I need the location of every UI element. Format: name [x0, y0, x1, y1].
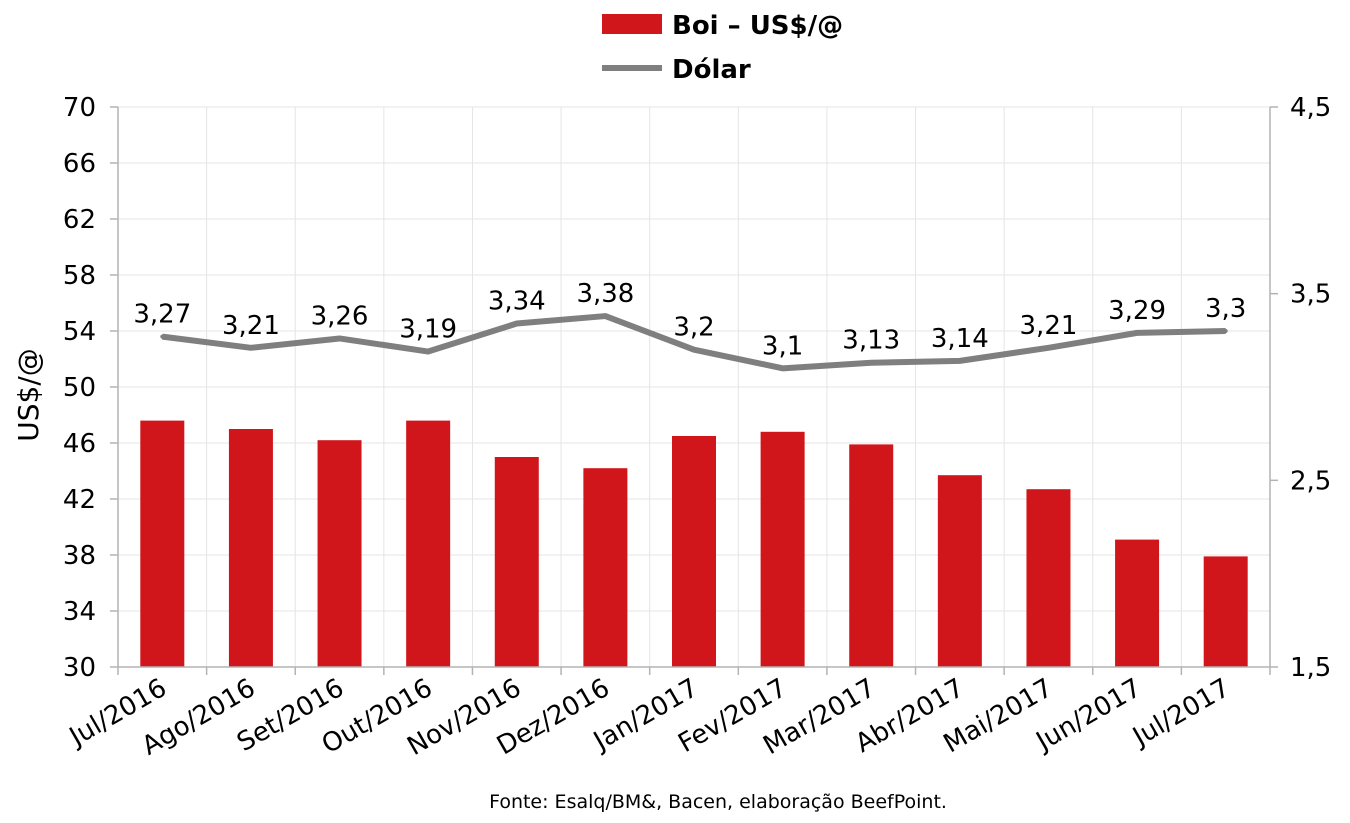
line-point [1135, 331, 1139, 335]
data-label: 3,14 [931, 324, 989, 354]
bar [229, 429, 273, 667]
data-label: 3,29 [1108, 296, 1166, 326]
data-label: 3,38 [576, 279, 634, 309]
bar [761, 432, 805, 667]
bar [672, 436, 716, 667]
data-label: 3,19 [399, 315, 457, 345]
data-label: 3,1 [762, 331, 803, 361]
legend: Boi – US$/@ Dólar [602, 11, 843, 85]
line-point [515, 322, 519, 326]
left-tick-label: 58 [63, 261, 96, 291]
left-tick-label: 34 [63, 597, 96, 627]
line-point [249, 346, 253, 350]
bar [583, 468, 627, 667]
legend-swatch-line [602, 65, 662, 71]
left-tick-label: 70 [63, 93, 96, 123]
left-tick-label: 30 [63, 653, 96, 683]
line-point [692, 348, 696, 352]
left-tick-label: 42 [63, 485, 96, 515]
line-point [1224, 329, 1228, 333]
bar [1204, 556, 1248, 667]
left-tick-label: 38 [63, 541, 96, 571]
bar [406, 421, 450, 667]
right-axis-ticks: 1,5 2,5 3,5 4,5 [1290, 93, 1331, 683]
source-note: Fonte: Esalq/BM&, Bacen, elaboração Beef… [489, 791, 947, 813]
bar [1026, 489, 1070, 667]
left-tick-label: 50 [63, 373, 96, 403]
line-point [958, 359, 962, 363]
bar [938, 475, 982, 667]
legend-label-bar: Boi – US$/@ [672, 11, 843, 41]
right-tick-label: 3,5 [1290, 280, 1331, 310]
bar-series [140, 421, 1247, 667]
line-point [781, 366, 785, 370]
x-tick-label: Jul/2017 [1126, 673, 1235, 753]
line-point [338, 336, 342, 340]
data-label: 3,2 [673, 313, 714, 343]
y-axis-label: US$/@ [12, 348, 45, 442]
line-point [1046, 346, 1050, 350]
bar [495, 457, 539, 667]
data-label: 3,34 [488, 287, 546, 317]
bar [318, 440, 362, 667]
left-tick-label: 62 [63, 205, 96, 235]
data-label: 3,21 [1020, 311, 1078, 341]
right-tick-label: 2,5 [1290, 466, 1331, 496]
x-axis-ticks: Jul/2016Ago/2016Set/2016Out/2016Nov/2016… [63, 673, 1235, 762]
data-label: 3,3 [1205, 294, 1246, 324]
line-point [426, 350, 430, 354]
legend-swatch-bar [602, 14, 662, 34]
legend-label-line: Dólar [672, 55, 751, 85]
left-tick-label: 66 [63, 149, 96, 179]
data-label: 3,27 [133, 300, 191, 330]
bar [849, 444, 893, 667]
line-point [869, 361, 873, 365]
bar [1115, 540, 1159, 667]
data-label: 3,21 [222, 311, 280, 341]
data-label: 3,26 [311, 301, 369, 331]
line-point [603, 314, 607, 318]
right-tick-label: 4,5 [1290, 93, 1331, 123]
left-axis-ticks: 30 34 38 42 46 50 54 58 62 66 70 [63, 93, 96, 683]
left-tick-label: 46 [63, 429, 96, 459]
data-label: 3,13 [842, 326, 900, 356]
right-tick-label: 1,5 [1290, 653, 1331, 683]
bar [140, 421, 184, 667]
left-tick-label: 54 [63, 317, 96, 347]
line-point [160, 335, 164, 339]
